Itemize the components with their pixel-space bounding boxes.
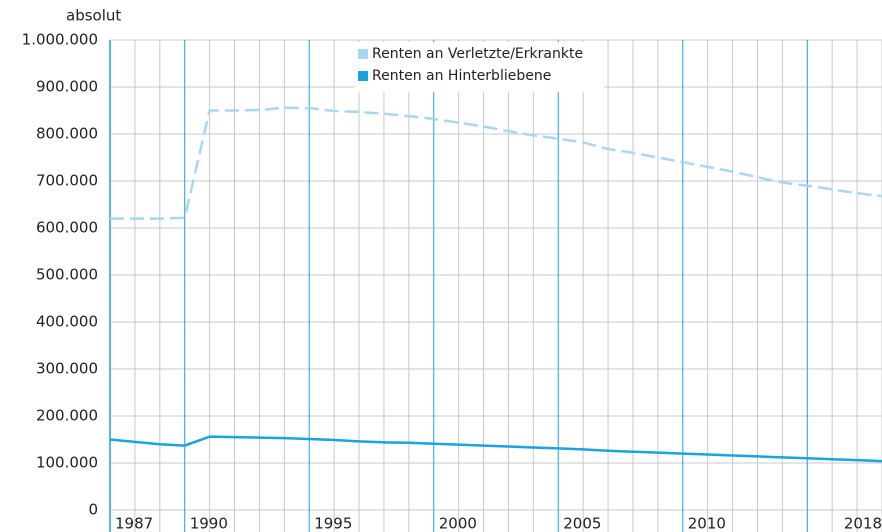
x-tick-label: 1995 (314, 515, 352, 532)
y-tick-label: 800.000 (36, 125, 98, 143)
legend-label: Renten an Verletzte/Erkrankte (372, 46, 583, 62)
y-tick-label: 0 (88, 501, 98, 519)
legend-background (354, 42, 604, 92)
legend-swatch (358, 71, 368, 81)
y-tick-label: 700.000 (36, 172, 98, 190)
y-tick-label: 1.000.000 (22, 31, 98, 49)
legend: Renten an Verletzte/Erkrankte Renten an H… (354, 42, 604, 92)
y-tick-label: 400.000 (36, 313, 98, 331)
y-tick-label: 600.000 (36, 219, 98, 237)
x-tick-label: 2018 (844, 515, 882, 532)
y-tick-label: 300.000 (36, 360, 98, 378)
x-tick-label: 1987 (115, 515, 153, 532)
y-axis-label: absolut (66, 7, 121, 25)
legend-label: Renten an Hinterbliebene (372, 68, 551, 84)
data-line (109, 435, 882, 463)
y-tick-label: 200.000 (36, 407, 98, 425)
y-tick-label: 100.000 (36, 454, 98, 472)
y-tick-label: 900.000 (36, 78, 98, 96)
y-tick-label: 500.000 (36, 266, 98, 284)
x-tick-label: 1990 (190, 515, 228, 532)
x-tick-label: 2005 (563, 515, 601, 532)
x-tick-label: 2010 (688, 515, 726, 532)
legend-swatch (358, 49, 368, 59)
data-line (110, 106, 882, 220)
x-tick-label: 2000 (439, 515, 477, 532)
